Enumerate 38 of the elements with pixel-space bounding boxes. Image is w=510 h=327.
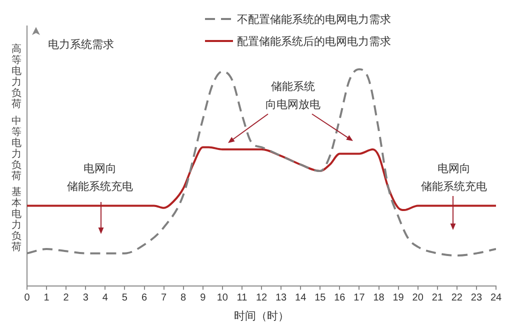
annotation: 储能系统 bbox=[270, 79, 316, 95]
x-tick-label: 22 bbox=[451, 292, 463, 304]
x-tick-label: 0 bbox=[24, 292, 30, 304]
x-tick-label: 13 bbox=[275, 292, 288, 304]
x-tick-label: 19 bbox=[392, 292, 404, 304]
x-tick-label: 1 bbox=[44, 292, 50, 304]
x-tick-label: 4 bbox=[102, 292, 108, 304]
annotation: 电网向 bbox=[82, 161, 118, 177]
x-tick-label: 3 bbox=[82, 292, 89, 304]
x-tick-label: 20 bbox=[412, 292, 424, 304]
x-axis-title: 时间（时） bbox=[234, 309, 289, 322]
x-tick-label: 9 bbox=[200, 292, 206, 304]
annotation: 储能系统充电 bbox=[66, 179, 134, 195]
x-tick-label: 18 bbox=[373, 292, 385, 304]
x-tick-label: 5 bbox=[122, 292, 128, 304]
x-tick-label: 10 bbox=[216, 292, 228, 304]
x-tick-label: 23 bbox=[470, 292, 482, 304]
y-axis-title: 电力系统需求 bbox=[48, 37, 114, 53]
legend-label: 不配置储能系统的电网电力需求 bbox=[237, 12, 391, 26]
x-tick-label: 8 bbox=[180, 292, 187, 304]
x-tick-label: 12 bbox=[256, 292, 268, 304]
x-tick-label: 21 bbox=[432, 292, 444, 304]
annotation: 向电网放电 bbox=[264, 97, 322, 113]
x-tick-label: 14 bbox=[295, 292, 307, 304]
annotation: 储能系统充电 bbox=[420, 179, 488, 195]
x-tick-label: 2 bbox=[63, 292, 70, 304]
annotation: 电网向 bbox=[436, 161, 472, 177]
x-tick-label: 7 bbox=[161, 292, 168, 304]
text: 基本电力负荷 bbox=[11, 187, 22, 253]
x-tick-label: 6 bbox=[141, 292, 148, 304]
x-tick-label: 15 bbox=[314, 292, 326, 304]
legend-label: 配置储能系统后的电网电力需求 bbox=[237, 34, 391, 48]
x-tick-label: 16 bbox=[334, 292, 346, 304]
text: 高等电力负荷 bbox=[11, 44, 22, 110]
text: 中等电力负荷 bbox=[11, 116, 22, 182]
x-tick-label: 11 bbox=[236, 292, 248, 304]
x-tick-label: 17 bbox=[354, 292, 366, 304]
x-tick-label: 24 bbox=[490, 292, 502, 304]
